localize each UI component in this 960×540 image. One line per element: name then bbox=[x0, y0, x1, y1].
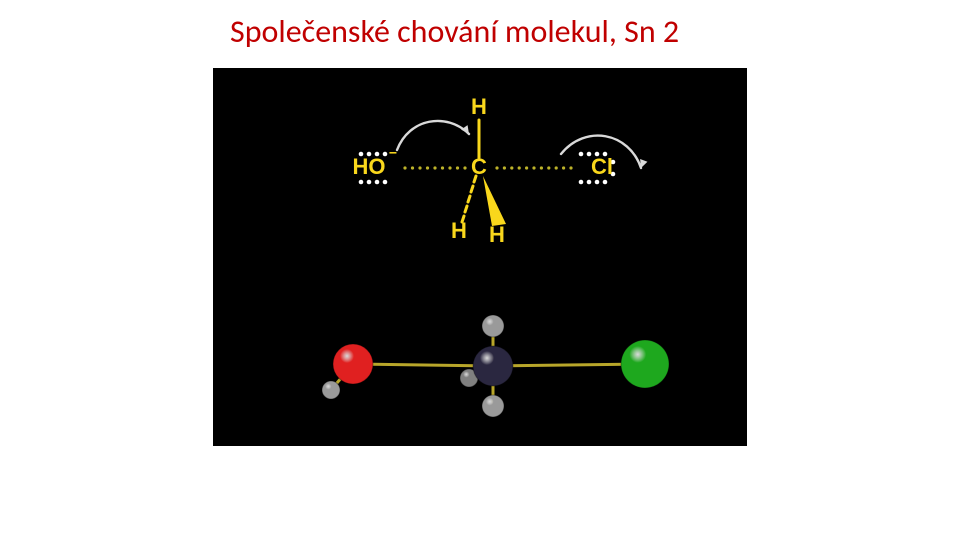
svg-text:Cl: Cl bbox=[591, 154, 613, 179]
atom-oxygen bbox=[333, 344, 373, 384]
svg-text:H: H bbox=[451, 218, 467, 243]
sn2-diagram: CHHHClHO− bbox=[213, 68, 747, 446]
svg-text:C: C bbox=[471, 154, 487, 179]
atom-h-on-o bbox=[322, 381, 340, 399]
ball-stick-model bbox=[322, 315, 669, 417]
atom-carbon bbox=[473, 346, 513, 386]
atom-h-up bbox=[482, 315, 504, 337]
slide-title: Společenské chování molekul, Sn 2 bbox=[230, 12, 679, 51]
svg-text:H: H bbox=[489, 222, 505, 247]
svg-text:−: − bbox=[389, 145, 397, 161]
svg-text:H: H bbox=[471, 94, 487, 119]
slide: Společenské chování molekul, Sn 2 CHHHCl… bbox=[0, 0, 960, 540]
atom-h-down bbox=[482, 395, 504, 417]
lewis-structure: CHHHClHO− bbox=[353, 94, 648, 247]
diagram-panel: CHHHClHO− bbox=[213, 68, 747, 446]
svg-text:HO: HO bbox=[353, 154, 386, 179]
atom-chlorine bbox=[621, 340, 669, 388]
